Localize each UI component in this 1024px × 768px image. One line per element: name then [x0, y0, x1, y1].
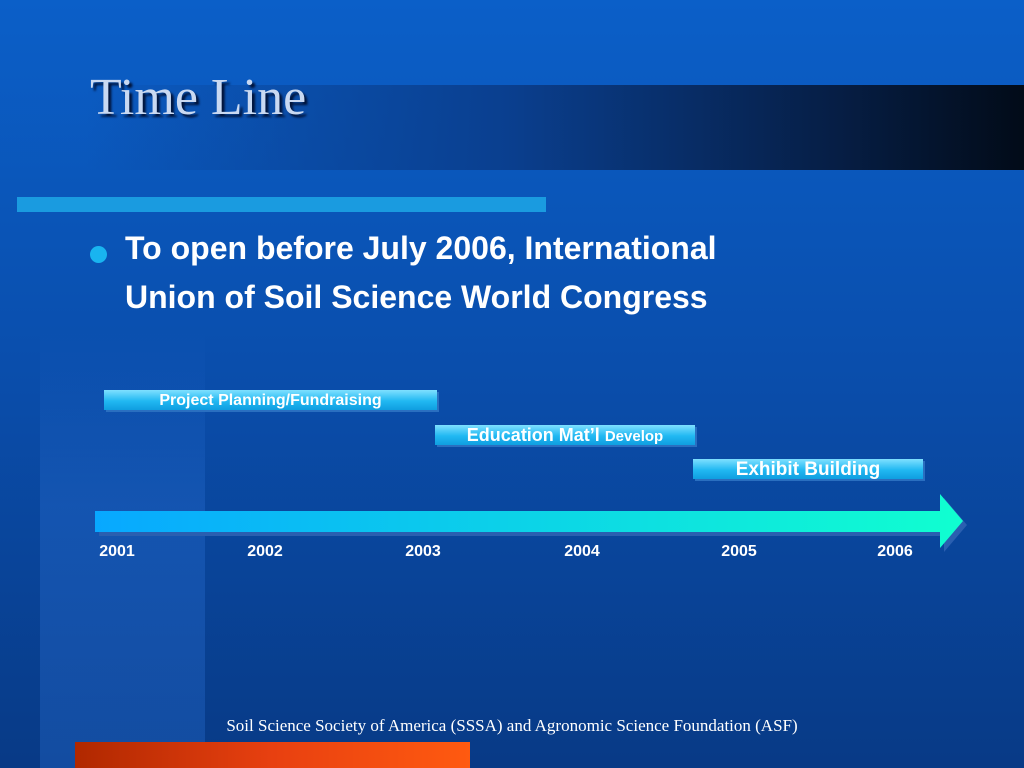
- decor-bar: [75, 742, 470, 768]
- title: Time Line: [90, 69, 307, 126]
- phase-label: Education Mat’l: [466, 425, 600, 445]
- phase-bar: Exhibit Building: [693, 459, 923, 480]
- bullet-text: Union of Soil Science World Congress: [125, 279, 708, 315]
- year-label: 2006: [877, 543, 913, 560]
- title-band: [85, 85, 1024, 170]
- accent-bar: [17, 197, 546, 212]
- year-label: 2001: [99, 543, 135, 560]
- timeline-arrow: [95, 494, 967, 552]
- year-label: 2002: [247, 543, 283, 560]
- phase-label: Develop: [604, 428, 664, 445]
- year-label: 2005: [721, 543, 757, 560]
- phase-label: Exhibit Building: [735, 459, 881, 480]
- phase-bar: Project Planning/Fundraising: [104, 390, 437, 410]
- phase-bar: Education Mat’l Develop: [435, 425, 695, 445]
- arrow: [95, 494, 963, 548]
- year-label: 2003: [405, 543, 441, 560]
- bullet-dot: [90, 246, 107, 263]
- footer: Soil Science Society of America (SSSA) a…: [226, 716, 798, 735]
- year-label: 2004: [564, 543, 600, 560]
- bullet-text: To open before July 2006, International: [125, 230, 717, 266]
- phase-label: Project Planning/Fundraising: [159, 392, 382, 409]
